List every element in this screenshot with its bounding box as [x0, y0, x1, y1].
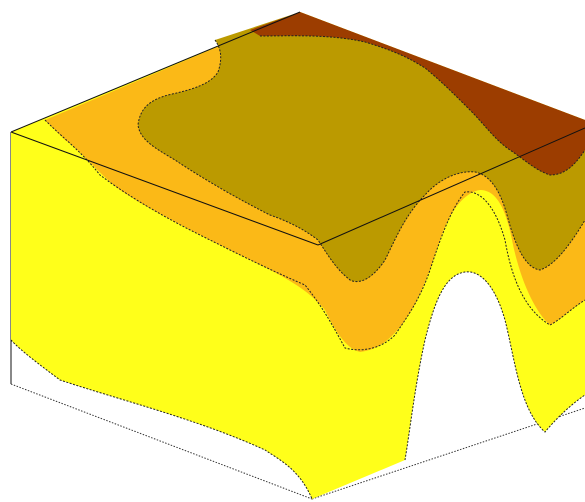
brown-region — [250, 12, 585, 175]
top-face-edges — [10, 11, 585, 246]
contour-yellow-right — [404, 271, 585, 461]
top-face-front-left-edge — [10, 131, 319, 246]
contour-yellow-outer — [10, 339, 313, 500]
contour-orange-olive — [137, 39, 585, 283]
top-face-front-right-edge — [317, 127, 585, 246]
contour-olive-brown — [259, 35, 585, 176]
contour-yellow-orange — [44, 119, 585, 351]
contour-lines — [10, 35, 585, 500]
top-face-back-left-edge — [10, 11, 301, 133]
